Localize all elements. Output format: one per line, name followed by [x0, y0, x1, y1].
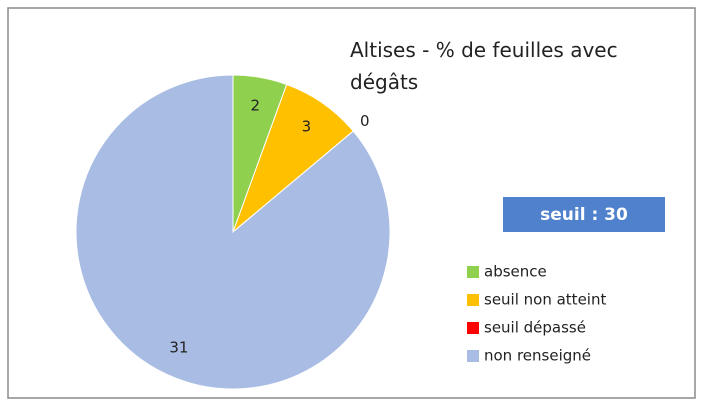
pie-slice	[75, 74, 391, 390]
legend-label: absence	[484, 263, 547, 281]
data-label: 2	[250, 96, 260, 114]
legend-label: non renseigné	[484, 347, 591, 365]
legend-swatch	[467, 294, 479, 306]
legend-swatch	[467, 350, 479, 362]
data-label: 3	[302, 118, 312, 136]
data-label: 0	[360, 112, 370, 130]
legend-swatch	[467, 266, 479, 278]
legend-swatch	[467, 322, 479, 334]
annotation: seuil : 30	[540, 205, 628, 225]
data-label: 31	[169, 339, 188, 357]
legend-label: seuil non atteint	[484, 291, 606, 309]
chart-title: Altises - % de feuilles avec dégâts	[350, 38, 618, 94]
annotation-box	[503, 197, 665, 232]
legend-label: seuil dépassé	[484, 319, 586, 337]
